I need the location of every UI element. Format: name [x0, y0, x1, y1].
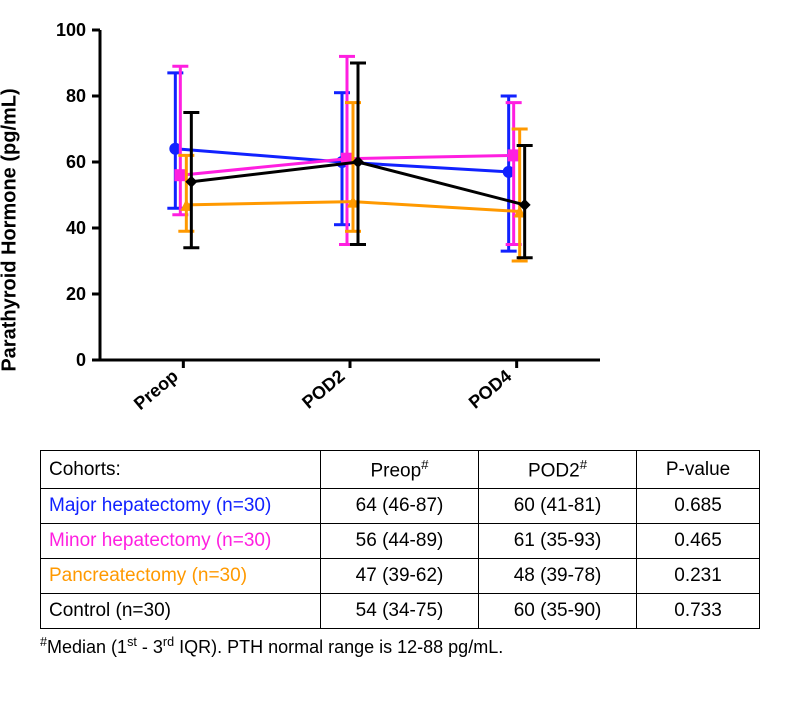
svg-text:POD4: POD4 — [465, 366, 515, 413]
table-header-cell: P-value — [637, 451, 760, 489]
svg-text:20: 20 — [66, 284, 86, 304]
y-axis-label: Parathyroid Hormone (pg/mL) — [0, 88, 22, 371]
svg-text:Preop: Preop — [130, 366, 182, 414]
pth-chart: Parathyroid Hormone (pg/mL) 020406080100… — [20, 20, 780, 440]
footnote-marker: # — [40, 635, 47, 649]
cohort-cell: Major hepatectomy (n=30) — [41, 489, 321, 524]
cohort-cell: Minor hepatectomy (n=30) — [41, 524, 321, 559]
value-cell: 0.465 — [637, 524, 760, 559]
value-cell: 60 (41-81) — [479, 489, 637, 524]
value-cell: 54 (34-75) — [321, 594, 479, 629]
svg-text:POD2: POD2 — [298, 366, 348, 413]
value-cell: 56 (44-89) — [321, 524, 479, 559]
table-row: Control (n=30)54 (34-75)60 (35-90)0.733 — [41, 594, 760, 629]
svg-text:60: 60 — [66, 152, 86, 172]
table-row: Major hepatectomy (n=30)64 (46-87)60 (41… — [41, 489, 760, 524]
table-header-cell: POD2# — [479, 451, 637, 489]
svg-text:100: 100 — [56, 20, 86, 40]
svg-text:80: 80 — [66, 86, 86, 106]
table-row: Pancreatectomy (n=30)47 (39-62)48 (39-78… — [41, 559, 760, 594]
chart-svg: 0 20 40 60 80 100 Preop POD2 POD4 — [20, 20, 780, 440]
table-row: Minor hepatectomy (n=30)56 (44-89)61 (35… — [41, 524, 760, 559]
table-head: Cohorts:Preop#POD2#P-value — [41, 451, 760, 489]
value-cell: 47 (39-62) — [321, 559, 479, 594]
value-cell: 0.733 — [637, 594, 760, 629]
cohort-table: Cohorts:Preop#POD2#P-value Major hepatec… — [40, 450, 760, 629]
value-cell: 48 (39-78) — [479, 559, 637, 594]
value-cell: 60 (35-90) — [479, 594, 637, 629]
table-header-cell: Cohorts: — [41, 451, 321, 489]
table-body: Major hepatectomy (n=30)64 (46-87)60 (41… — [41, 489, 760, 629]
cohort-cell: Pancreatectomy (n=30) — [41, 559, 321, 594]
value-cell: 0.231 — [637, 559, 760, 594]
value-cell: 0.685 — [637, 489, 760, 524]
table-header-cell: Preop# — [321, 451, 479, 489]
footnote: #Median (1st - 3rd IQR). PTH normal rang… — [40, 635, 760, 658]
svg-text:0: 0 — [76, 350, 86, 370]
value-cell: 61 (35-93) — [479, 524, 637, 559]
cohort-cell: Control (n=30) — [41, 594, 321, 629]
value-cell: 64 (46-87) — [321, 489, 479, 524]
svg-text:40: 40 — [66, 218, 86, 238]
